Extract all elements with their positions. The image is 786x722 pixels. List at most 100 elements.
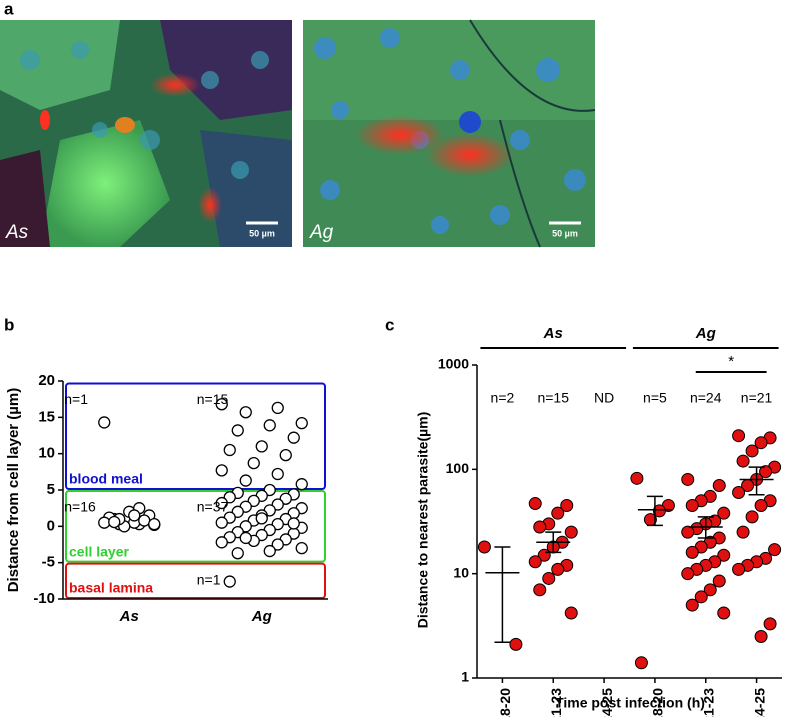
point <box>215 516 228 529</box>
panel-label: b <box>4 315 14 334</box>
group-label: As <box>543 325 563 342</box>
x-tick-label: 18-20 <box>497 688 513 717</box>
region-label: cell layer <box>69 543 129 559</box>
scale-bar-label: 50 µm <box>552 228 578 238</box>
point <box>564 525 578 539</box>
point <box>231 424 244 437</box>
x-tick-label: 21-23 <box>548 688 564 717</box>
point <box>560 499 574 513</box>
point <box>98 416 111 429</box>
y-tick-label: -10 <box>33 590 55 607</box>
point <box>717 506 731 520</box>
point <box>533 583 547 597</box>
point <box>732 562 746 576</box>
y-tick-label: 100 <box>446 460 470 476</box>
point <box>148 518 161 531</box>
y-axis-title: Distance from cell layer (µm) <box>5 388 22 593</box>
point <box>732 429 746 443</box>
point <box>685 545 699 559</box>
point <box>255 512 268 525</box>
point <box>279 448 292 462</box>
point <box>271 467 284 481</box>
point <box>542 571 556 585</box>
point <box>263 419 276 432</box>
y-tick-label: 1 <box>461 669 469 685</box>
y-tick-label: 15 <box>38 408 55 425</box>
point <box>247 456 260 470</box>
y-axis-title: Distance to nearest parasite(µm) <box>415 412 431 629</box>
point <box>745 444 759 458</box>
count-label: n=2 <box>491 390 515 406</box>
group-label: Ag <box>695 325 716 342</box>
y-tick-label: 20 <box>38 372 55 389</box>
x-tick-label: 24-25 <box>599 688 615 717</box>
point <box>533 520 547 534</box>
point <box>215 496 228 510</box>
point <box>295 416 308 430</box>
point <box>685 598 699 612</box>
point <box>528 497 542 511</box>
point <box>564 606 578 620</box>
x-tick-label: 18-20 <box>650 688 666 717</box>
significance-label: * <box>728 353 734 370</box>
point <box>681 472 695 486</box>
point <box>732 485 746 499</box>
y-tick-label: 1000 <box>438 356 469 372</box>
point <box>239 474 252 487</box>
x-tick-label: As <box>119 608 139 625</box>
point <box>287 517 300 530</box>
region-label: basal lamina <box>69 580 153 596</box>
point <box>685 499 699 513</box>
point <box>652 504 666 518</box>
y-tick-label: 10 <box>453 564 469 580</box>
count-label: n=24 <box>690 390 722 406</box>
region-box <box>65 490 326 563</box>
point <box>768 543 782 557</box>
panel-label: a <box>4 0 14 18</box>
x-tick-label: 21-23 <box>700 688 716 717</box>
micrograph-as <box>0 20 292 247</box>
point <box>551 506 565 520</box>
scale-bar-label: 50 µm <box>249 228 275 238</box>
count-label: n=16 <box>64 499 96 515</box>
region-box <box>65 562 326 600</box>
point <box>128 509 141 522</box>
point <box>681 567 695 581</box>
y-tick-label: 0 <box>47 517 55 534</box>
count-label: n=21 <box>741 390 773 406</box>
point <box>717 606 731 620</box>
point <box>754 436 768 450</box>
panel-label: c <box>385 315 394 334</box>
image-label: As <box>5 222 29 243</box>
point <box>215 398 228 411</box>
region-box <box>65 382 326 491</box>
point <box>98 516 111 529</box>
point <box>271 401 284 415</box>
y-tick-label: -5 <box>42 554 55 571</box>
point <box>703 583 717 597</box>
x-axis-title: Time post infection (h) <box>555 695 705 711</box>
point <box>477 540 491 554</box>
x-tick-label: 24-25 <box>751 688 767 717</box>
point <box>231 547 244 560</box>
count-label: n=1 <box>64 391 88 407</box>
point <box>736 525 750 539</box>
point <box>634 656 648 670</box>
point <box>763 617 777 631</box>
point <box>295 478 308 491</box>
point <box>271 538 284 551</box>
point <box>681 525 695 539</box>
count-label: n=5 <box>643 390 667 406</box>
count-label: n=15 <box>537 390 569 406</box>
point <box>712 574 726 588</box>
point <box>509 637 523 651</box>
point <box>745 510 759 524</box>
point <box>551 562 565 576</box>
point <box>138 514 151 527</box>
point <box>108 515 121 529</box>
point <box>736 454 750 468</box>
point <box>239 531 252 545</box>
point <box>630 471 644 485</box>
point <box>239 406 252 419</box>
